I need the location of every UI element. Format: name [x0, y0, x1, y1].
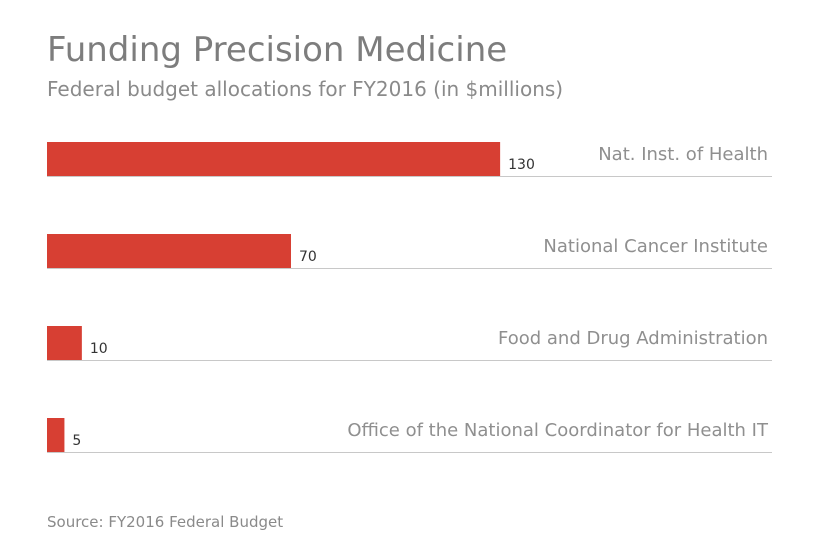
category-label-row-4: Office of the National Coordinator for H… [347, 420, 769, 441]
value-label-row-4: 5 [72, 433, 81, 449]
category-label-row-1: Nat. Inst. of Health [598, 144, 768, 165]
value-label-row-2: 70 [299, 249, 317, 265]
chart-title: Funding Precision Medicine [47, 30, 508, 70]
value-label-row-1: 130 [508, 157, 535, 173]
bar-row-2 [47, 234, 291, 268]
bar-row-1 [47, 142, 501, 176]
category-label-row-3: Food and Drug Administration [498, 328, 768, 349]
bar-row-4 [47, 418, 65, 452]
category-label-row-2: National Cancer Institute [543, 236, 768, 257]
value-label-row-3: 10 [90, 341, 108, 357]
source-note: Source: FY2016 Federal Budget [47, 513, 284, 531]
bar-row-3 [47, 326, 82, 360]
chart-subtitle: Federal budget allocations for FY2016 (i… [47, 77, 564, 101]
